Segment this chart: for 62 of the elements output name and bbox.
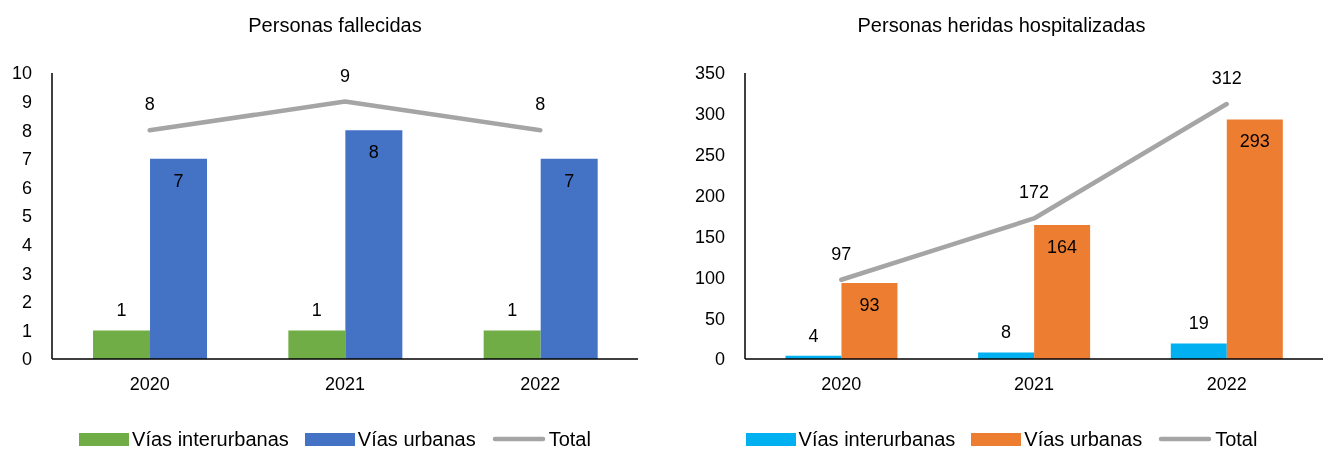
bar (288, 330, 346, 359)
bar (841, 283, 898, 359)
y-tick-label: 0 (21, 349, 32, 370)
data-label: 9 (339, 65, 351, 86)
data-label: 1 (507, 300, 518, 321)
y-tick-label: 200 (694, 185, 725, 206)
chart-title: Personas heridas hospitalizadas (857, 14, 1146, 36)
legend-label: Total (548, 428, 591, 450)
bar (93, 330, 151, 359)
bar (1226, 119, 1283, 359)
legend-label: Vías interurbanas (132, 428, 289, 450)
data-label: 8 (1001, 322, 1012, 343)
legend-label: Vías urbanas (357, 428, 476, 450)
y-tick-label: 100 (694, 267, 725, 288)
y-tick-label: 5 (21, 206, 32, 227)
chart-title: Personas fallecidas (248, 14, 422, 36)
data-label: 1 (311, 300, 322, 321)
y-tick-label: 6 (21, 177, 32, 198)
data-label: 312 (1211, 68, 1242, 89)
legend-label: Vías urbanas (1024, 428, 1143, 450)
bar (150, 158, 208, 359)
bar (345, 130, 403, 359)
y-tick-label: 250 (694, 145, 725, 166)
y-tick-label: 2 (21, 292, 32, 313)
y-tick-label: 9 (21, 91, 32, 112)
data-label: 4 (808, 325, 819, 346)
x-tick-label: 2022 (520, 373, 561, 394)
bar (1034, 224, 1091, 359)
y-tick-label: 3 (21, 263, 32, 284)
x-tick-label: 2020 (821, 373, 862, 394)
y-tick-label: 7 (21, 149, 32, 170)
legend-label: Vías interurbanas (798, 428, 956, 450)
bar (540, 158, 598, 359)
y-tick-label: 0 (714, 349, 725, 370)
data-label: 8 (368, 141, 379, 162)
data-label: 19 (1188, 313, 1209, 334)
data-label: 93 (859, 294, 880, 315)
bar (1170, 343, 1227, 359)
data-label: 8 (535, 94, 546, 115)
bar (483, 330, 541, 359)
legend-label: Total (1215, 428, 1258, 450)
data-label: 164 (1047, 236, 1078, 257)
y-tick-label: 300 (694, 104, 725, 125)
y-tick-label: 1 (21, 320, 32, 341)
y-tick-label: 350 (694, 63, 725, 84)
data-label: 7 (173, 170, 184, 191)
y-tick-label: 10 (11, 63, 32, 84)
data-label: 8 (144, 94, 155, 115)
data-label: 97 (831, 243, 852, 264)
y-tick-label: 50 (704, 308, 725, 329)
data-label: 7 (564, 170, 575, 191)
data-label: 293 (1239, 131, 1270, 152)
data-label: 172 (1018, 182, 1050, 203)
x-tick-label: 2022 (1206, 373, 1247, 394)
y-tick-label: 4 (21, 234, 32, 255)
x-tick-label: 2021 (324, 373, 366, 394)
x-tick-label: 2021 (1013, 373, 1055, 394)
y-tick-label: 8 (21, 120, 32, 141)
bar (978, 352, 1035, 359)
x-tick-label: 2020 (129, 373, 170, 394)
data-label: 1 (116, 300, 127, 321)
y-tick-label: 150 (694, 226, 725, 247)
